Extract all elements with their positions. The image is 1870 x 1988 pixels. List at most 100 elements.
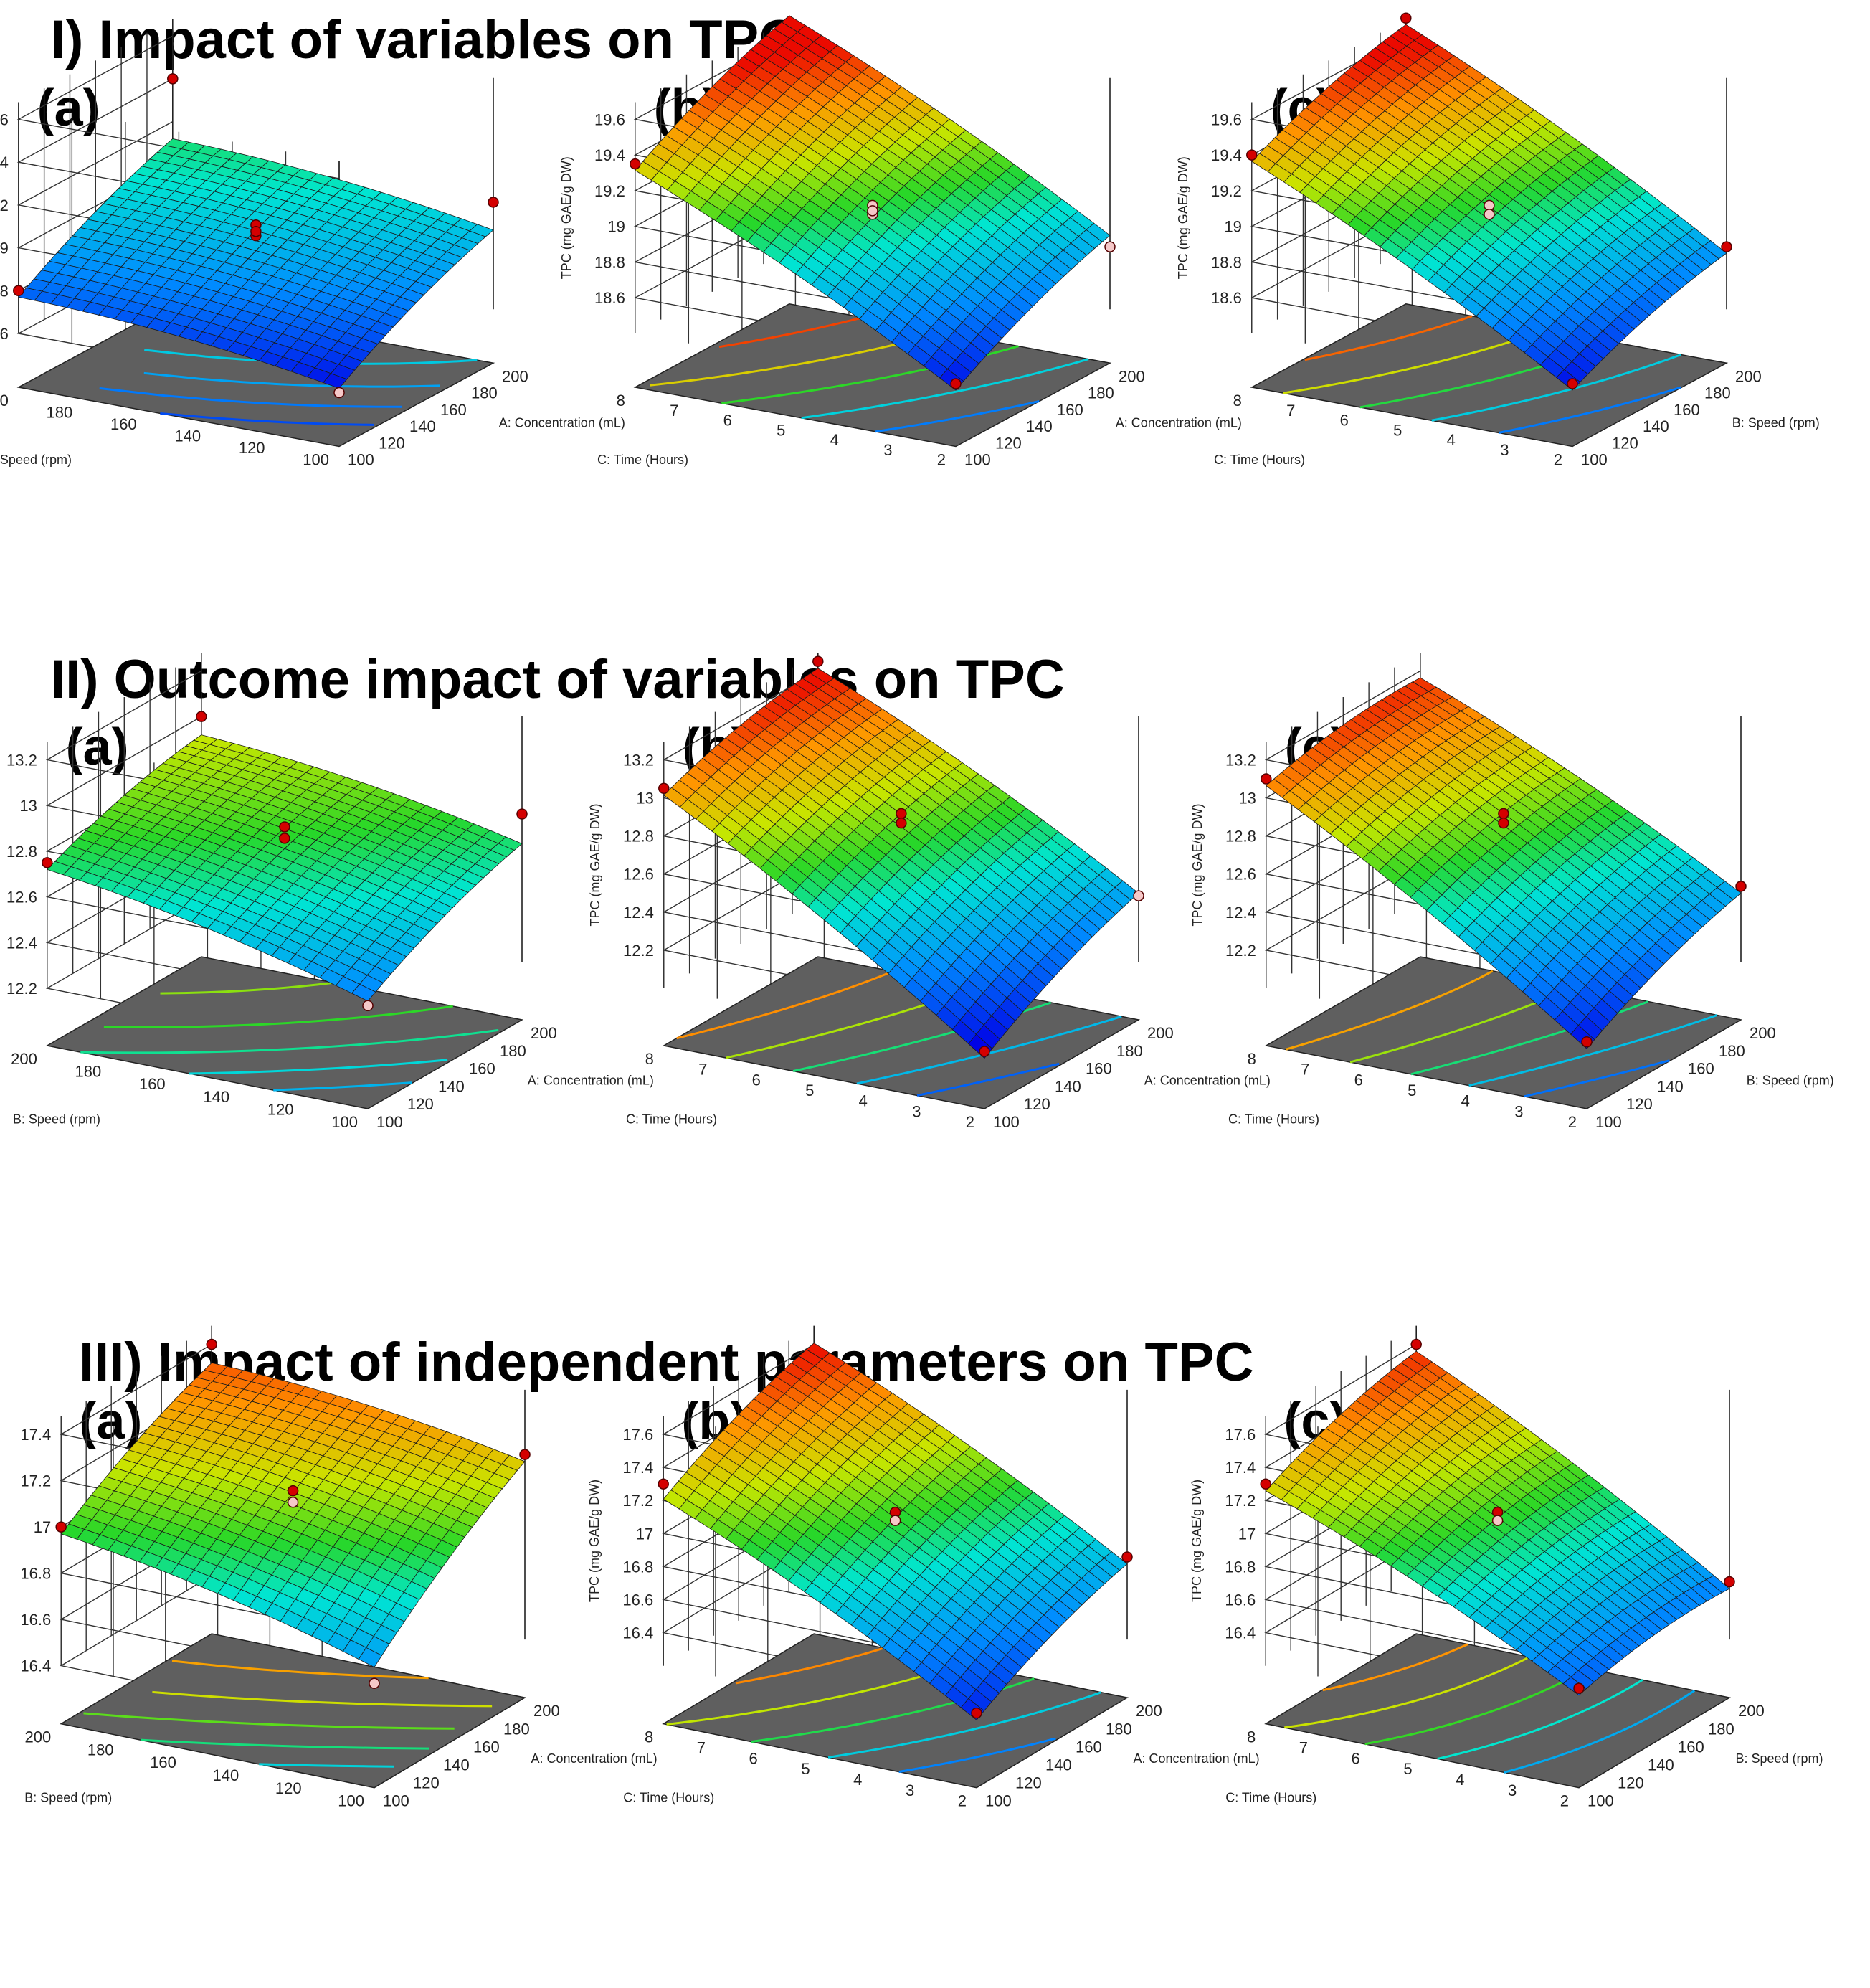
x-tick-label: 160: [1688, 1060, 1714, 1078]
y-tick-label: 3: [906, 1781, 914, 1799]
z-tick-label: 12.2: [623, 942, 654, 960]
y-tick-label: 6: [1354, 1071, 1363, 1089]
z-axis-title: TPC (mg GAE/g DW): [588, 803, 602, 926]
y-tick-label: 5: [1408, 1081, 1416, 1099]
y-tick-label: 160: [150, 1753, 176, 1771]
z-tick-label: 18.8: [594, 253, 625, 271]
design-point: [516, 808, 528, 820]
z-tick-label: 12.4: [623, 904, 654, 922]
design-point: [287, 1485, 299, 1497]
surface-plot-III-b: (b) 16.4 16.6 16.8 17 17.2 17.4 17.6 TPC (mg GAE…: [587, 1325, 1260, 1979]
y-tick-label: 180: [75, 1063, 102, 1081]
z-tick-label: 12.4: [6, 934, 37, 952]
z-tick-label: 19.6: [0, 110, 9, 128]
x-tick-label: 100: [993, 1113, 1020, 1131]
z-tick-label: 19.2: [1211, 182, 1242, 200]
x-axis-title: A: Concentration (mL): [528, 1074, 654, 1088]
y-tick-label: 100: [331, 1113, 358, 1131]
contour-line: [916, 1062, 1060, 1097]
x-tick-label: 140: [443, 1756, 470, 1774]
z-tick-label: 12.4: [1225, 904, 1256, 922]
design-point: [1567, 378, 1578, 389]
x-tick-label: 100: [376, 1113, 403, 1131]
x-tick-label: 120: [1015, 1774, 1042, 1792]
z-tick-label: 12.2: [6, 980, 37, 998]
response-surface: [47, 734, 523, 1002]
y-tick-label: 180: [47, 404, 73, 422]
x-tick-label: 160: [440, 401, 467, 419]
design-points: [55, 1338, 531, 1689]
z-axis-title: TPC (mg GAE/g DW): [559, 156, 574, 279]
panel-label: (a): [79, 1393, 142, 1450]
contour-line: [140, 1738, 429, 1750]
x-axis-title: A: Concentration (mL): [1144, 1074, 1271, 1088]
y-tick-label: 7: [1301, 1061, 1309, 1079]
z-tick-label: 16.6: [622, 1591, 653, 1609]
z-tick-label: 16.8: [1225, 1558, 1256, 1576]
y-tick-label: 6: [1352, 1749, 1360, 1767]
panel-label: (a): [37, 80, 100, 137]
z-axis-title: TPC (mg GAE/g DW): [1176, 156, 1190, 279]
contour-line: [1284, 1655, 1531, 1729]
y-tick-label: 7: [697, 1738, 706, 1756]
contour-line: [735, 1647, 885, 1685]
z-tick-label: 19.4: [0, 153, 9, 171]
design-points: [658, 655, 1144, 1057]
design-point: [362, 1000, 374, 1012]
x-tick-label: 160: [1678, 1738, 1704, 1756]
response-surface: [663, 668, 1139, 1059]
contour-line: [875, 400, 1040, 433]
z-tick-label: 12.8: [623, 828, 654, 846]
contour-line: [160, 981, 334, 995]
design-point: [1498, 808, 1509, 820]
design-point: [950, 378, 962, 389]
y-tick-label: 7: [1299, 1738, 1308, 1756]
y-tick-label: 3: [1514, 1102, 1523, 1120]
contour-line: [1524, 1059, 1670, 1098]
panel-label: (a): [66, 719, 129, 776]
x-axis-title: A: Concentration (mL): [531, 1751, 658, 1766]
x-tick-label: 180: [1708, 1720, 1734, 1738]
y-tick-label: 200: [24, 1728, 51, 1746]
design-point: [896, 808, 907, 820]
z-tick-label: 17.2: [1225, 1492, 1256, 1510]
contour-line: [856, 1015, 1122, 1085]
x-tick-label: 100: [1581, 451, 1608, 469]
y-tick-label: 180: [87, 1741, 114, 1759]
surface-facet: [18, 288, 43, 301]
design-point: [896, 817, 907, 829]
response-surface: [1265, 1350, 1730, 1696]
y-axis-title: C: Time (Hours): [1225, 1790, 1316, 1804]
surface-plot-II-a: (a) 12.2 12.4 12.6 12.8 13 13.2 TPC (mg GAE/g D…: [6, 653, 654, 1298]
contour-lines: [80, 981, 499, 1092]
surface-plot-III-c: (c) 16.4 16.6 16.8 17 17.2 17.4 17.6 TPC (mg GAE…: [1190, 1325, 1850, 1979]
x-axis-title: A: Concentration (mL): [1116, 416, 1242, 430]
y-tick-label: 140: [213, 1766, 239, 1784]
design-point: [1261, 773, 1272, 785]
design-point: [1573, 1682, 1585, 1694]
y-tick-label: 5: [805, 1081, 814, 1099]
y-tick-label: 200: [0, 392, 9, 410]
y-tick-label: 6: [723, 412, 732, 430]
x-tick-label: 200: [1136, 1702, 1162, 1720]
y-axis-title: C: Time (Hours): [597, 453, 688, 467]
x-tick-label: 180: [1088, 384, 1114, 402]
x-tick-label: 200: [531, 1024, 557, 1042]
design-point: [889, 1515, 901, 1526]
x-tick-label: 120: [1612, 434, 1638, 452]
design-point: [1581, 1036, 1593, 1048]
design-point: [250, 225, 262, 237]
design-point: [333, 387, 345, 399]
surface-plot-I-b: (b) 18.6 18.8 19 19.2 19.4 19.6 TPC (mg GAE/g D…: [559, 15, 1242, 624]
response-surface: [60, 1362, 526, 1668]
surface-plot-III-a: (a) 16.4 16.6 16.8 17 17.2 17.4 TPC (mg GAE/g D…: [20, 1325, 658, 1979]
y-tick-label: 7: [1286, 402, 1295, 420]
contour-line: [143, 371, 440, 388]
contour-line: [80, 1028, 499, 1054]
x-tick-label: 180: [1719, 1042, 1745, 1060]
y-tick-label: 5: [1393, 421, 1402, 439]
z-tick-label: 19.6: [1211, 110, 1242, 128]
design-point: [658, 1478, 669, 1490]
y-tick-label: 120: [275, 1779, 302, 1797]
z-tick-label: 17.4: [20, 1426, 51, 1444]
